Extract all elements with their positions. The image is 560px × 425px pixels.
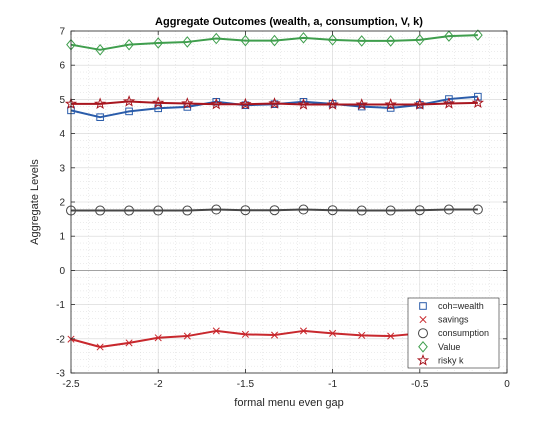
y-tick-label: 2 — [59, 198, 65, 209]
legend-label-coh-wealth: coh=wealth — [438, 301, 484, 311]
x-tick-label: -0.5 — [411, 379, 429, 390]
data-point-savings — [241, 330, 249, 338]
data-point-value — [211, 32, 222, 45]
data-point-savings — [299, 327, 308, 335]
data-point-risky-k — [181, 97, 194, 109]
legend-marker-value — [418, 341, 428, 353]
data-point-risky-k — [471, 96, 484, 109]
series-line-risky-k — [71, 100, 478, 106]
data-point-risky-k — [210, 97, 223, 110]
x-tick-label: -2 — [154, 379, 163, 390]
legend-label-savings: savings — [438, 315, 469, 325]
chart-title: Aggregate Outcomes (wealth, a, consumpti… — [155, 16, 423, 28]
data-point-consumption — [356, 205, 367, 216]
legend-label-value: Value — [438, 342, 460, 352]
data-point-savings — [387, 332, 395, 340]
data-point-coh-wealth — [474, 92, 482, 101]
series-line-consumption — [71, 208, 478, 212]
data-point-value — [240, 34, 251, 47]
data-point-value — [327, 34, 338, 46]
data-point-risky-k — [413, 98, 426, 110]
data-point-consumption — [269, 205, 280, 216]
series-line-value — [70, 34, 478, 51]
y-tick-label: -3 — [56, 369, 65, 380]
x-tick-label: 0 — [504, 379, 510, 390]
data-point-consumption — [327, 205, 338, 216]
data-point-savings — [270, 331, 279, 339]
data-point-value — [182, 36, 193, 48]
legend-marker-coh-wealth — [419, 302, 427, 310]
data-point-risky-k — [94, 97, 107, 110]
data-point-value — [356, 35, 367, 47]
data-point-risky-k — [384, 98, 397, 110]
data-point-value — [414, 34, 425, 46]
data-point-savings — [358, 331, 366, 339]
data-point-risky-k — [122, 95, 136, 107]
series-consumption — [66, 204, 483, 216]
data-point-coh-wealth — [241, 101, 250, 110]
y-tick-label: 6 — [59, 61, 65, 72]
y-tick-label: 7 — [59, 27, 65, 38]
data-point-consumption — [298, 204, 309, 215]
data-point-value — [444, 30, 454, 42]
legend-marker-consumption — [418, 328, 428, 339]
x-tick-label: -2.5 — [62, 379, 80, 390]
data-point-savings — [96, 343, 104, 351]
data-point-savings — [329, 329, 337, 337]
legend-marker-savings — [419, 316, 427, 324]
data-point-risky-k — [239, 97, 252, 110]
data-point-consumption — [124, 205, 135, 216]
data-point-coh-wealth — [96, 113, 104, 121]
data-point-consumption — [414, 205, 425, 216]
x-tick-label: -1 — [328, 379, 337, 390]
series-risky-k — [64, 95, 484, 110]
data-point-risky-k — [268, 97, 281, 109]
data-point-value — [473, 29, 483, 41]
data-point-savings — [154, 334, 162, 342]
legend-marker-risky-k — [416, 353, 430, 366]
data-point-consumption — [153, 205, 164, 216]
y-tick-label: 1 — [59, 232, 65, 243]
y-tick-label: -2 — [56, 334, 65, 345]
data-point-savings — [212, 327, 220, 335]
x-tick-label: -1.5 — [237, 379, 255, 390]
data-point-risky-k — [326, 98, 339, 110]
data-point-savings — [183, 332, 191, 340]
data-point-consumption — [182, 205, 193, 216]
y-tick-label: 5 — [59, 95, 65, 106]
data-point-consumption — [240, 205, 251, 216]
ticks-layer: -2.5 -2 -1.5 -1 -0.5 0 -3 -2 -1 0 1 2 3 4 5 6 7 — [56, 27, 510, 391]
data-point-risky-k — [355, 98, 368, 110]
y-tick-label: 3 — [59, 163, 65, 174]
data-point-coh-wealth — [445, 95, 453, 103]
data-point-consumption — [443, 204, 454, 215]
data-point-consumption — [385, 205, 396, 216]
x-axis-label: formal menu even gap — [234, 397, 343, 409]
legend: coh=wealth savings consumption Value risky k — [407, 297, 500, 369]
y-tick-label: 0 — [59, 266, 65, 277]
y-axis-label: Aggregate Levels — [29, 159, 41, 245]
data-point-risky-k — [152, 96, 165, 109]
data-point-risky-k — [442, 97, 456, 109]
data-point-consumption — [211, 204, 222, 215]
data-point-coh-wealth — [125, 107, 133, 116]
data-point-consumption — [472, 204, 483, 215]
legend-label-risky-k: risky k — [438, 355, 464, 365]
data-point-coh-wealth — [357, 102, 366, 111]
data-point-value — [153, 37, 164, 49]
legend-label-consumption: consumption — [438, 328, 489, 338]
data-point-savings — [125, 339, 133, 347]
data-point-consumption — [95, 205, 106, 216]
data-point-value — [298, 32, 309, 44]
y-tick-label: -1 — [56, 300, 65, 311]
data-point-risky-k — [297, 98, 310, 110]
data-point-value — [269, 34, 280, 47]
y-tick-label: 4 — [59, 129, 65, 140]
data-point-value — [124, 38, 134, 51]
data-point-value — [385, 35, 396, 47]
data-point-value — [95, 44, 105, 56]
